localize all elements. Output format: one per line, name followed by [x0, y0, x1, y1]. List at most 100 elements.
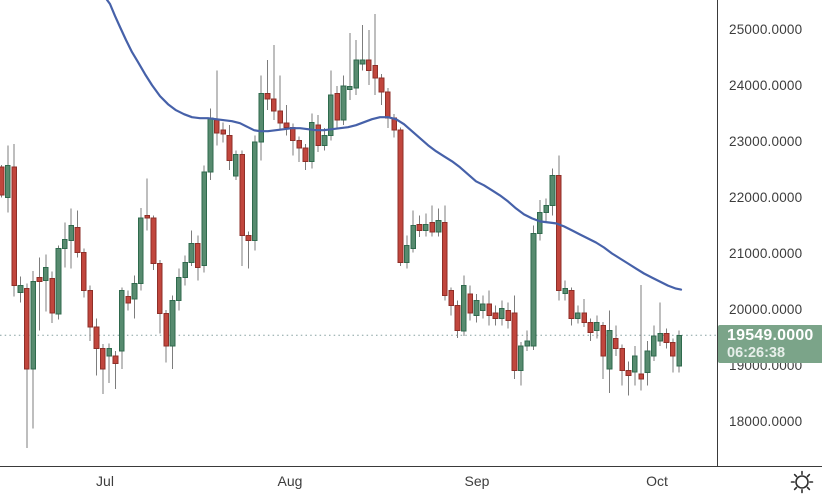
- candle: [537, 212, 543, 234]
- candle: [423, 223, 429, 232]
- candle: [309, 121, 315, 163]
- price-tick-label: 22000.0000: [729, 190, 803, 205]
- candle: [587, 322, 594, 333]
- candle: [207, 117, 214, 173]
- candle: [62, 238, 68, 249]
- candle: [5, 165, 11, 198]
- candle: [644, 350, 651, 374]
- price-scale-settings-gear-icon[interactable]: [787, 468, 817, 496]
- candle: [264, 92, 271, 100]
- candle: [505, 310, 511, 322]
- candle: [302, 147, 309, 163]
- candle: [562, 288, 568, 295]
- candle: [30, 280, 36, 370]
- candle: [638, 373, 644, 380]
- candle: [214, 119, 220, 134]
- candle: [606, 330, 613, 370]
- candle: [549, 175, 556, 206]
- candle: [366, 59, 372, 71]
- candle: [410, 224, 416, 249]
- candle: [68, 224, 75, 241]
- candle: [195, 242, 201, 268]
- time-tick-label: Sep: [464, 473, 490, 489]
- candle: [321, 134, 328, 146]
- candle: [138, 217, 144, 285]
- candle: [11, 166, 17, 286]
- candle: [594, 322, 600, 332]
- moving-average-line: [105, 0, 683, 291]
- candle: [315, 124, 321, 146]
- candle: [239, 153, 245, 236]
- candle: [347, 86, 353, 90]
- price-tick-label: 24000.0000: [729, 78, 803, 93]
- candlestick-chart[interactable]: [0, 0, 717, 466]
- candle: [530, 232, 537, 347]
- candle: [144, 214, 150, 219]
- candle: [119, 289, 125, 352]
- candle: [100, 348, 106, 370]
- candle: [575, 312, 581, 319]
- candle: [619, 348, 625, 371]
- candle: [55, 247, 62, 315]
- candle: [632, 355, 638, 373]
- candle: [556, 175, 562, 291]
- candle: [397, 129, 404, 263]
- candle: [245, 235, 252, 241]
- candle: [277, 110, 283, 124]
- candle: [657, 333, 663, 342]
- candle: [271, 98, 277, 112]
- last-price-badge: 19549.0000 06:26:38: [718, 325, 822, 363]
- candle: [378, 77, 385, 93]
- candle: [150, 217, 157, 265]
- price-tick-label: 20000.0000: [729, 302, 803, 317]
- candle: [328, 94, 334, 136]
- candle: [252, 141, 258, 242]
- candle: [435, 219, 442, 233]
- candle: [163, 312, 169, 347]
- candle: [226, 134, 233, 162]
- candle: [157, 263, 163, 314]
- price-tick-label: 25000.0000: [729, 22, 803, 37]
- candle: [340, 85, 347, 121]
- axis-corner: [786, 467, 822, 496]
- candle: [543, 204, 549, 214]
- price-tick-label: 21000.0000: [729, 246, 803, 261]
- candle: [131, 283, 138, 300]
- candle: [36, 277, 43, 282]
- candle: [581, 312, 587, 324]
- candle: [480, 303, 486, 311]
- last-price-value: 19549.0000: [727, 327, 814, 344]
- price-tick-label: 23000.0000: [729, 134, 803, 149]
- price-axis[interactable]: 25000.0000 24000.0000 23000.0000 22000.0000…: [717, 0, 822, 466]
- candle: [385, 91, 391, 119]
- candle: [74, 227, 81, 253]
- candle: [676, 334, 682, 367]
- candle: [106, 348, 113, 357]
- candle: [461, 284, 467, 332]
- time-tick-label: Oct: [646, 473, 668, 489]
- candle: [486, 303, 492, 317]
- candle: [125, 296, 132, 304]
- candle: [511, 312, 518, 371]
- candle: [258, 92, 264, 143]
- candle: [201, 171, 207, 267]
- candle: [296, 139, 302, 149]
- candle: [499, 308, 505, 319]
- candle: [448, 289, 454, 306]
- candle: [334, 92, 340, 121]
- candle: [404, 245, 410, 263]
- candle: [613, 338, 619, 350]
- candle: [43, 266, 49, 281]
- candle: [473, 300, 480, 317]
- candles-series: [0, 13, 682, 448]
- candle: [416, 223, 423, 232]
- candle: [233, 153, 239, 177]
- candle: [359, 59, 366, 65]
- candle: [429, 222, 435, 233]
- candle: [176, 277, 182, 301]
- candle: [600, 325, 606, 357]
- candle: [467, 293, 473, 314]
- time-axis[interactable]: Jul Aug Sep Oct: [0, 466, 822, 496]
- candle: [663, 333, 670, 343]
- candle: [442, 222, 448, 296]
